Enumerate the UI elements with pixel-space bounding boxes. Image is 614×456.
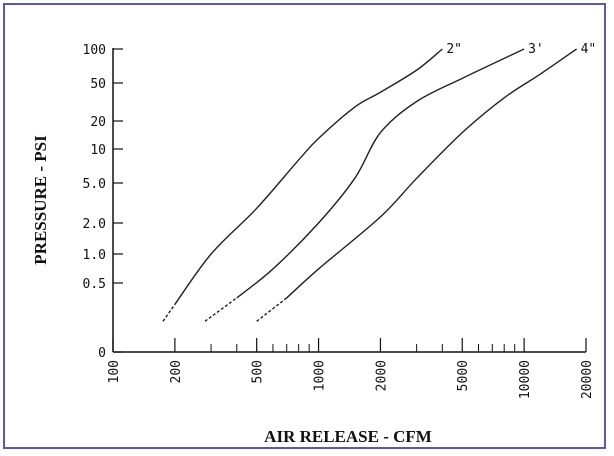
axes bbox=[112, 48, 586, 353]
x-tick-label: 1000 bbox=[313, 360, 328, 391]
curve-3-line bbox=[236, 48, 525, 299]
x-tick-label: 100 bbox=[107, 360, 122, 383]
x-tick-label: 10000 bbox=[518, 360, 533, 399]
x-tick-label: 2000 bbox=[374, 360, 389, 391]
curve-dashed-segment bbox=[256, 297, 288, 322]
curve-4-line bbox=[286, 48, 577, 299]
y-tick-label: 0 bbox=[98, 346, 106, 361]
x-tick-label: 500 bbox=[251, 360, 266, 383]
y-axis-title: PRESSURE - PSI bbox=[31, 135, 50, 265]
y-tick-label: 2.0 bbox=[83, 217, 106, 232]
curve-labels: 2" 3' 4" bbox=[446, 42, 596, 57]
curve-2-line bbox=[174, 48, 443, 305]
x-axis-title: AIR RELEASE - CFM bbox=[264, 427, 432, 446]
y-ticks: 100 50 20 10 5.0 2.0 1.0 0.5 0 bbox=[83, 43, 123, 361]
x-ticks: 100 200 500 1000 2000 5000 10000 20000 bbox=[107, 338, 595, 399]
curve-dashed-segment bbox=[162, 303, 176, 322]
curve-dashed-segment bbox=[204, 297, 238, 322]
y-tick-label: 10 bbox=[90, 143, 106, 158]
x-tick-label: 20000 bbox=[580, 360, 595, 399]
curve-label: 3' bbox=[528, 42, 544, 57]
chart-frame bbox=[3, 3, 606, 449]
curve-label: 2" bbox=[446, 42, 462, 57]
curve-label: 4" bbox=[581, 42, 597, 57]
x-tick-label: 200 bbox=[169, 360, 184, 383]
y-tick-label: 20 bbox=[90, 115, 106, 130]
y-tick-label: 50 bbox=[90, 77, 106, 92]
x-tick-label: 5000 bbox=[456, 360, 471, 391]
y-tick-label: 100 bbox=[83, 43, 106, 58]
curves bbox=[162, 48, 577, 322]
y-tick-label: 1.0 bbox=[83, 248, 106, 263]
y-tick-label: 5.0 bbox=[83, 177, 106, 192]
y-tick-label: 0.5 bbox=[83, 277, 106, 292]
